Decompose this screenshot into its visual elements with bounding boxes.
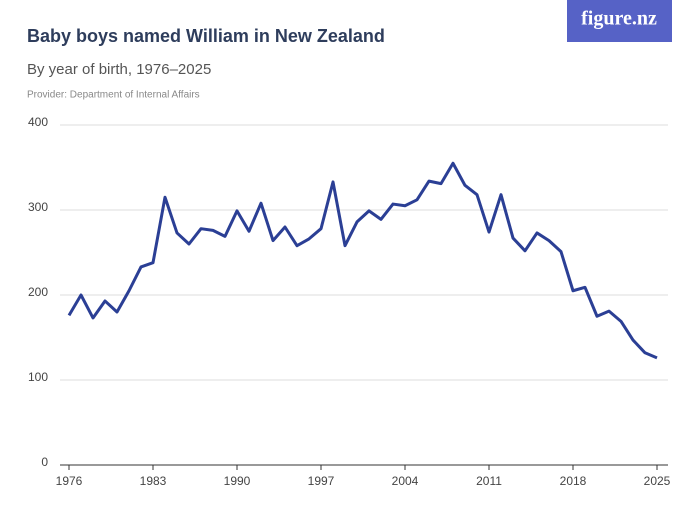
y-tick-label: 100 (28, 370, 48, 384)
y-tick-label: 400 (28, 115, 48, 129)
x-tick-label: 2018 (560, 474, 587, 488)
x-tick-label: 1983 (140, 474, 167, 488)
y-tick-label: 300 (28, 200, 48, 214)
x-tick-label: 1976 (56, 474, 83, 488)
x-tick-label: 2025 (644, 474, 671, 488)
logo-box (567, 0, 672, 42)
data-line (67, 161, 658, 360)
x-tick-label: 2011 (476, 474, 502, 488)
x-tick-label: 1990 (224, 474, 251, 488)
y-tick-label: 0 (41, 455, 48, 469)
caption: Provider: Department of Internal Affairs (27, 90, 200, 101)
logo: figure.nz (581, 8, 657, 30)
x-tick-label: 2004 (392, 474, 419, 488)
y-tick-label: 200 (28, 285, 48, 299)
chart-title: Baby boys named William in New Zealand (27, 26, 385, 46)
chart-subtitle: By year of birth, 1976–2025 (27, 61, 211, 78)
x-tick-label: 1997 (308, 474, 335, 488)
